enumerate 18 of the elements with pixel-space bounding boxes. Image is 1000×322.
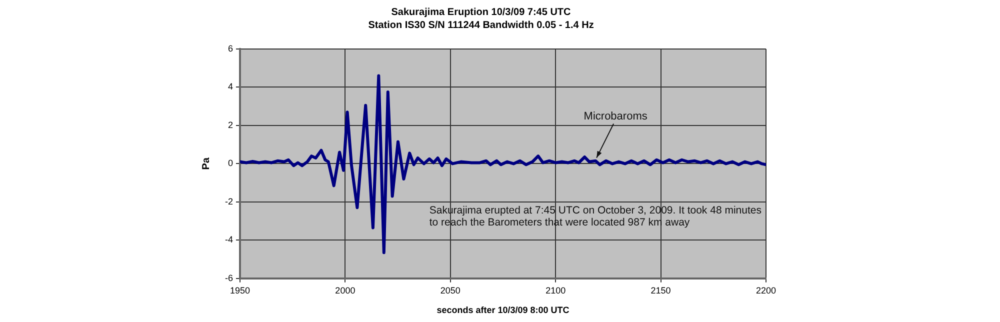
x-tick-label: 2150 <box>650 285 671 296</box>
y-tick-label: -4 <box>224 234 233 245</box>
chart-title: Sakurajima Eruption 10/3/09 7:45 UTC <box>391 6 571 18</box>
y-tick-label: 2 <box>228 120 233 130</box>
x-tick-label: 1950 <box>230 285 250 296</box>
x-tick-label: 2000 <box>335 285 356 296</box>
x-tick-label: 2050 <box>440 285 460 296</box>
y-tick-label: -6 <box>224 272 233 283</box>
chart-subtitle: Station IS30 S/N 111244 Bandwidth 0.05 - 1.4 Hz <box>368 20 594 31</box>
y-tick-label: 0 <box>228 158 233 168</box>
annotation: Microbaroms <box>584 110 648 123</box>
y-tick-label: -2 <box>224 196 233 206</box>
y-tick-label: 4 <box>228 82 233 92</box>
y-tick-label: 6 <box>228 43 233 54</box>
x-tick-label: 2100 <box>546 285 566 296</box>
x-axis-title: seconds after 10/3/09 8:00 UTC <box>436 305 570 316</box>
x-tick-label: 2200 <box>756 285 776 296</box>
y-axis-title: Pa <box>200 157 212 170</box>
